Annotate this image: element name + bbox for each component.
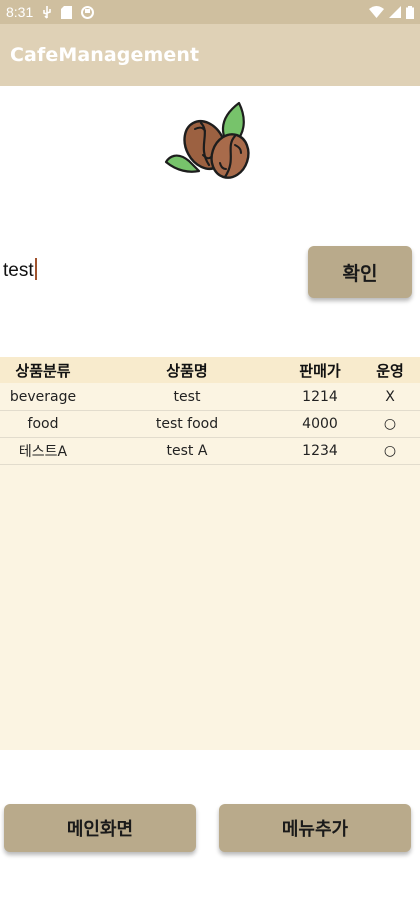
row-category: beverage (9, 389, 77, 405)
add-menu-button[interactable]: 메뉴추가 (219, 804, 411, 852)
bottom-buttons: 메인화면 메뉴추가 (0, 804, 420, 853)
app-title: CafeManagement (10, 44, 200, 66)
header-price: 판매가 (299, 361, 341, 380)
search-input[interactable]: test (3, 258, 37, 282)
row-price: 1234 (302, 443, 338, 459)
row-name: test food (155, 416, 219, 432)
confirm-button[interactable]: 확인 (308, 246, 412, 298)
row-status: ○ (383, 443, 397, 459)
header-name: 상품명 (166, 361, 208, 380)
row-category: 테스트A (18, 444, 68, 460)
row-name: test (173, 389, 201, 405)
header-status: 운영 (376, 361, 404, 380)
main-screen-button[interactable]: 메인화면 (4, 804, 196, 852)
status-bar: 8:31 (0, 0, 420, 24)
search-input-value: test (3, 260, 34, 281)
status-right (369, 5, 414, 19)
row-name: test A (166, 443, 208, 459)
status-time: 8:31 (6, 4, 34, 20)
table-row[interactable]: beverage test 1214 X (0, 384, 420, 411)
header-category: 상품분류 (15, 361, 71, 380)
usb-icon (42, 5, 52, 19)
text-cursor (34, 258, 37, 280)
table-row[interactable]: 테스트A test A 1234 ○ (0, 438, 420, 465)
row-category: food (27, 416, 59, 432)
battery-icon (406, 5, 414, 19)
wifi-icon (369, 6, 384, 18)
input-row: test 확인 (0, 246, 420, 298)
coffee-beans-icon (163, 101, 253, 183)
row-status: ○ (383, 416, 397, 432)
table-row[interactable]: food test food 4000 ○ (0, 411, 420, 438)
app-bar: CafeManagement (0, 24, 420, 86)
sync-icon (81, 5, 95, 19)
menu-table: 상품분류 상품명 판매가 운영 beverage test 1214 X foo… (0, 357, 420, 750)
signal-icon (389, 6, 401, 18)
table-header: 상품분류 상품명 판매가 운영 (0, 357, 420, 383)
status-left: 8:31 (6, 4, 95, 20)
row-price: 4000 (302, 416, 338, 432)
sd-card-icon (61, 5, 73, 19)
row-status: X (385, 389, 395, 405)
row-price: 1214 (302, 389, 338, 405)
